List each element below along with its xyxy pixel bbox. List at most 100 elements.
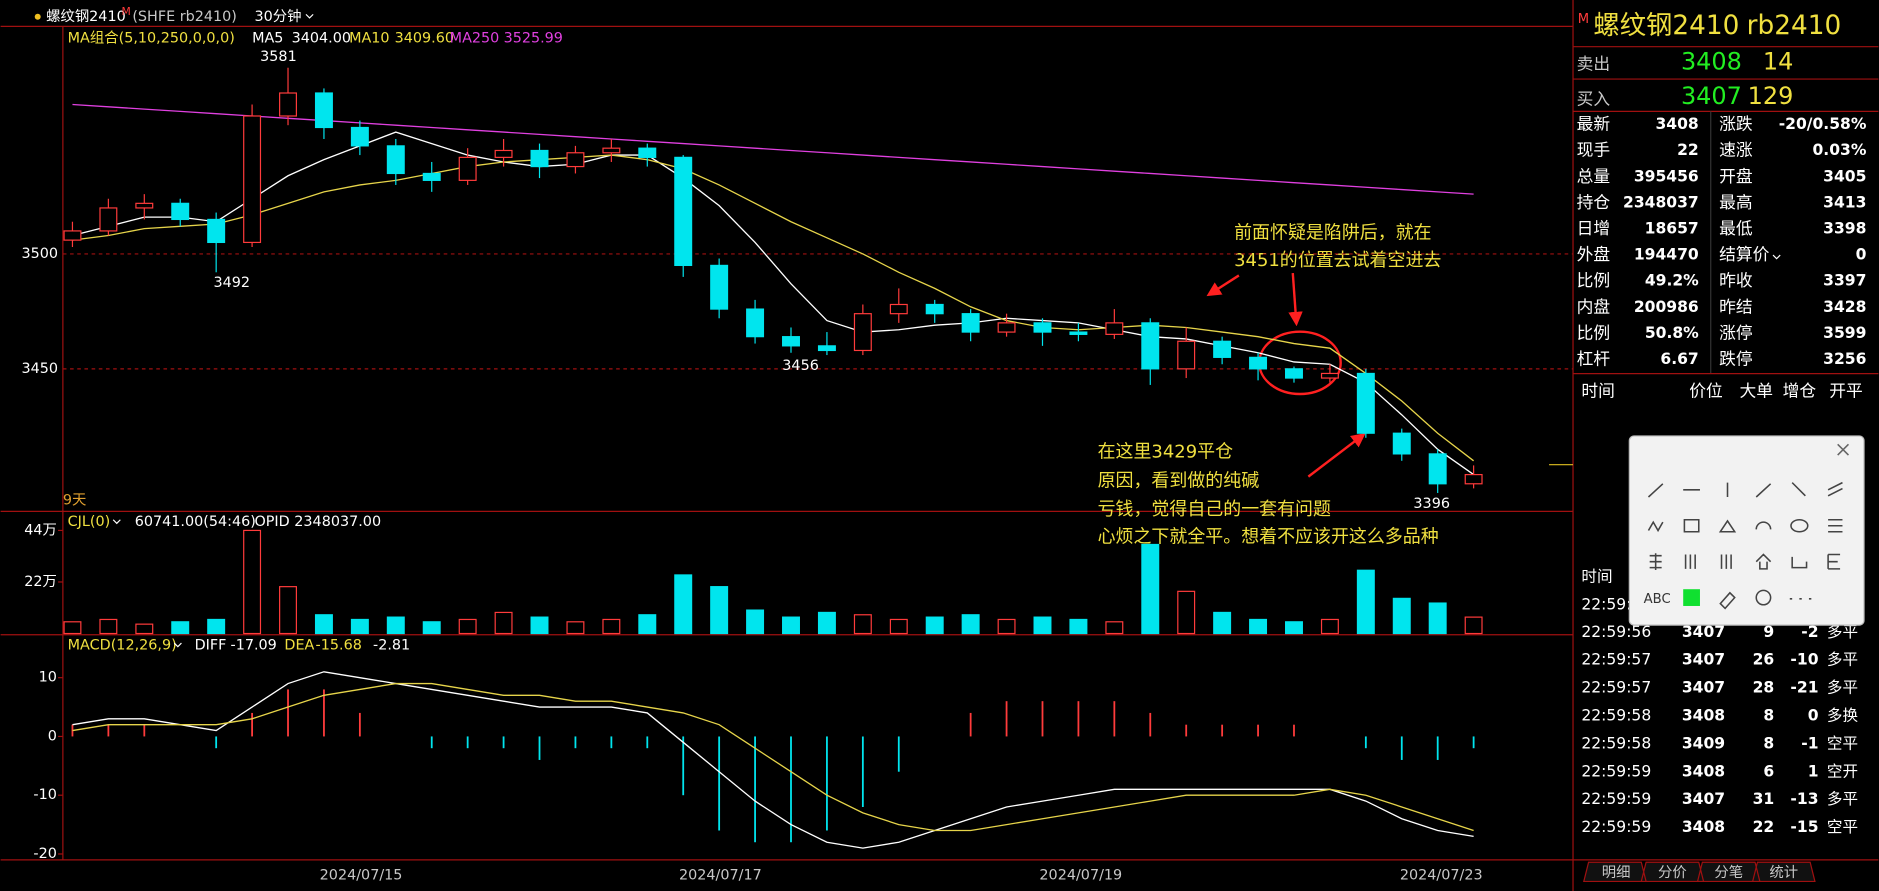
trade-cell: 22:59:59 <box>1581 818 1651 836</box>
column-header: 开平 <box>1829 381 1863 401</box>
oi-info: OPID 2348037.00 <box>254 514 381 530</box>
volume-bar <box>1249 618 1268 635</box>
quote-label: 开盘 <box>1719 166 1753 186</box>
trade-cell: 3408 <box>1682 818 1725 836</box>
candle-body <box>1141 322 1160 370</box>
candle-body <box>1249 356 1268 370</box>
trade-cell: 26 <box>1753 651 1775 669</box>
tab[interactable]: 分价 <box>1658 864 1687 881</box>
candle-body <box>566 152 585 168</box>
trade-cell: 9 <box>1763 623 1774 641</box>
bid-label: 买入 <box>1577 88 1611 108</box>
price-label: 3581 <box>260 49 297 65</box>
candle-body <box>458 156 477 181</box>
date-label: 2024/07/23 <box>1400 867 1483 883</box>
period[interactable]: 30分钟 <box>254 8 301 25</box>
candle-body <box>1177 340 1196 370</box>
trade-cell: 22:59:58 <box>1581 707 1651 725</box>
quote-value: 22 <box>1677 141 1699 159</box>
quote-value: 200986 <box>1634 298 1699 316</box>
candle-body <box>817 345 836 352</box>
candle-body <box>1033 322 1052 333</box>
quote-label: 昨收 <box>1719 270 1753 290</box>
status-dot <box>34 13 41 20</box>
candle-body <box>1285 368 1303 379</box>
volume-bar <box>1213 611 1232 635</box>
ma-title: MA组合(5,10,250,0,0,0) <box>68 29 235 46</box>
macd-title: MACD(12,26,9) <box>68 637 177 653</box>
quote-label: 现手 <box>1577 140 1611 160</box>
annotation: 前面怀疑是陷阱后，就在 <box>1234 223 1431 244</box>
quote-title: 螺纹钢2410 <box>1593 11 1739 41</box>
toolbar-panel <box>1628 435 1865 626</box>
price-label: 3456 <box>782 358 819 374</box>
y-tick-label: 22万 <box>24 574 57 590</box>
candle-body <box>1464 473 1483 485</box>
trade-cell: 22:59:59 <box>1581 762 1651 780</box>
legend-value: 3409.60 <box>395 30 454 46</box>
tab-bar: 明细 分价 分笔 统计 <box>1583 861 1816 883</box>
candle-body <box>961 313 980 333</box>
volume-bar <box>1285 621 1303 635</box>
quote-value: 3428 <box>1823 298 1866 316</box>
candle-body <box>63 230 82 241</box>
quote-label: 速涨 <box>1719 140 1753 160</box>
volume-bar <box>1464 616 1483 635</box>
candle-body <box>99 207 118 232</box>
y-tick-label: 44万 <box>24 522 57 538</box>
trade-cell: 8 <box>1763 707 1774 725</box>
tab[interactable]: 分笔 <box>1714 864 1743 881</box>
volume-bar <box>1320 618 1339 635</box>
candle-body <box>710 264 729 310</box>
text-tool[interactable]: ABC <box>1644 592 1671 607</box>
trade-cell: 多平 <box>1827 623 1858 641</box>
trade-cell: 1 <box>1808 762 1819 780</box>
quote-label: 跌停 <box>1719 349 1753 369</box>
chevron[interactable] <box>305 13 314 19</box>
trade-cell: 空平 <box>1827 734 1858 752</box>
column-header: 时间 <box>1581 381 1615 401</box>
candle-body <box>1213 340 1232 358</box>
close-button[interactable] <box>1837 443 1850 456</box>
trade-cell: 22:59:57 <box>1581 651 1651 669</box>
date-label: 2024/07/15 <box>320 867 403 883</box>
trade-cell: 空开 <box>1827 762 1858 780</box>
tab[interactable]: 明细 <box>1602 864 1631 881</box>
tab[interactable]: 统计 <box>1769 864 1798 881</box>
y-tick-label: 0 <box>48 728 57 744</box>
quote-value: 2348037 <box>1623 193 1699 211</box>
volume-bar <box>961 614 980 635</box>
arrow <box>1307 432 1366 478</box>
ask-price: 3408 <box>1681 47 1742 75</box>
quote-value: 3397 <box>1823 272 1866 290</box>
tool-icons[interactable] <box>1647 481 1843 610</box>
quote-value: 18657 <box>1645 219 1699 237</box>
quote-value: -20/0.58% <box>1779 115 1867 133</box>
quote-value: 50.8% <box>1645 324 1699 342</box>
candle-body <box>314 92 333 129</box>
trade-cell: -1 <box>1801 734 1818 752</box>
volume-bar <box>602 618 621 635</box>
trade-cell: 空平 <box>1827 818 1858 836</box>
candle-body <box>997 322 1016 333</box>
color-swatch[interactable] <box>1683 589 1700 606</box>
trade-cell: -2 <box>1801 623 1818 641</box>
candle-body <box>422 172 441 181</box>
chevron[interactable] <box>1772 254 1781 260</box>
trade-cell: 3407 <box>1682 623 1725 641</box>
quote-value: 194470 <box>1634 246 1699 264</box>
candle-body <box>494 149 513 158</box>
trade-cell: 3408 <box>1682 707 1725 725</box>
chevron[interactable] <box>173 642 182 648</box>
quote-label: 涨跌 <box>1719 114 1753 134</box>
trade-cell: 3408 <box>1682 762 1725 780</box>
candle-body <box>171 202 190 221</box>
chevron[interactable] <box>112 519 121 525</box>
y-tick-label: 3450 <box>22 361 59 377</box>
quote-value: 3405 <box>1823 167 1866 185</box>
quote-label: 结算价 <box>1719 244 1770 264</box>
trade-cell: -10 <box>1790 651 1818 669</box>
quote-label: 比例 <box>1577 322 1611 342</box>
quote-value: 3256 <box>1823 350 1866 368</box>
